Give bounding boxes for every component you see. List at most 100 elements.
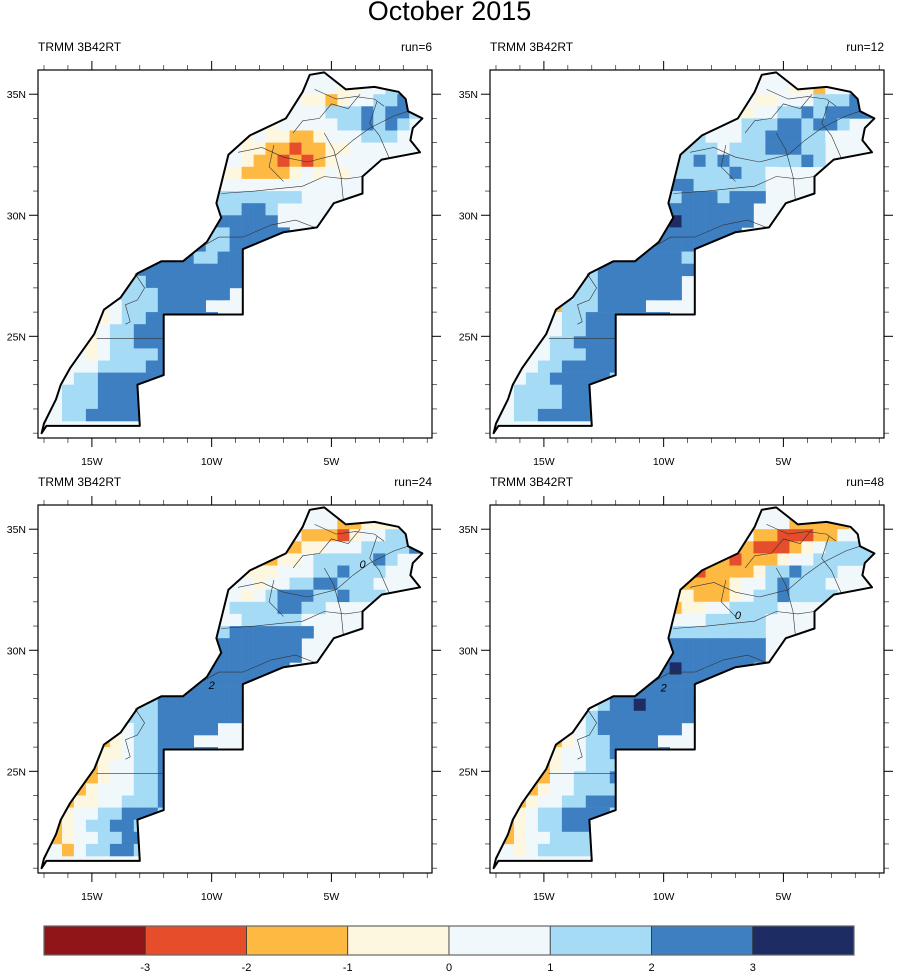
data-cell <box>669 227 682 240</box>
province-border <box>323 132 344 201</box>
data-cell <box>705 589 718 603</box>
data-cell <box>693 178 706 192</box>
data-cell <box>633 722 646 736</box>
data-cell <box>597 287 611 301</box>
data-cell <box>777 529 790 542</box>
data-cell <box>777 589 790 603</box>
data-cell <box>537 735 551 748</box>
data-cell <box>205 686 218 699</box>
data-cell <box>693 215 706 228</box>
data-cell <box>502 372 515 385</box>
data-cell <box>337 94 350 107</box>
data-cell <box>789 154 802 168</box>
data-cell <box>585 384 599 398</box>
data-cell <box>693 166 706 180</box>
data-cell <box>97 360 111 373</box>
data-cell <box>621 360 634 373</box>
data-cell <box>537 396 551 410</box>
data-cell <box>633 227 646 240</box>
data-cell <box>229 698 242 712</box>
data-cell <box>385 142 398 155</box>
data-cell <box>645 191 658 204</box>
data-cell <box>145 722 159 736</box>
map-panel-3: 0 2 15W 10W 5W 35N 30N 25N <box>7 496 441 903</box>
data-cell <box>525 396 539 410</box>
plot-frame <box>489 69 885 439</box>
data-cell <box>813 106 826 119</box>
data-cell <box>85 795 99 808</box>
data-cell <box>861 82 874 95</box>
data-cell <box>349 541 362 554</box>
country-outline <box>492 506 876 870</box>
data-cell <box>801 565 814 578</box>
data-cell <box>241 613 254 627</box>
data-cell <box>157 698 171 712</box>
data-cell <box>265 565 278 578</box>
data-cell <box>229 662 242 675</box>
data-cell <box>193 662 206 675</box>
data-cell <box>669 239 682 252</box>
data-cell <box>265 541 278 554</box>
data-cell <box>325 154 338 168</box>
data-cell <box>621 215 634 228</box>
data-cell <box>681 191 694 204</box>
data-cell <box>73 384 87 398</box>
lat-tick-label: 30N <box>7 210 26 222</box>
data-cell <box>181 263 194 277</box>
data-cell <box>169 384 182 398</box>
data-cell <box>585 819 599 833</box>
data-cell <box>645 735 658 748</box>
data-cell <box>597 300 611 313</box>
data-cell <box>514 396 527 410</box>
data-cell <box>181 360 194 373</box>
data-cell <box>397 130 410 143</box>
data-cell <box>741 178 754 192</box>
data-cell <box>229 154 242 168</box>
data-cell <box>609 239 623 252</box>
data-cell <box>325 166 338 180</box>
data-cell <box>537 783 551 796</box>
data-cell <box>241 626 254 639</box>
data-cell <box>253 227 266 240</box>
data-cell <box>537 384 551 398</box>
data-cell <box>645 287 658 301</box>
data-cell <box>193 348 206 361</box>
data-cell <box>97 795 111 808</box>
data-cell <box>289 650 302 663</box>
data-cell <box>597 360 611 373</box>
data-cell <box>585 674 599 687</box>
data-cell <box>753 638 766 651</box>
data-cell <box>181 191 194 204</box>
data-cell <box>633 626 646 639</box>
data-cell <box>337 166 350 180</box>
data-cell <box>645 638 658 651</box>
colorbar-tick-label: -3 <box>140 962 150 972</box>
data-cell <box>597 650 611 663</box>
data-cell <box>717 589 730 603</box>
data-cell <box>313 601 326 615</box>
data-cell <box>681 263 694 277</box>
data-cell <box>145 384 159 398</box>
data-cell <box>121 312 135 325</box>
data-cell <box>241 166 254 180</box>
data-cell <box>385 118 398 131</box>
data-cell <box>253 698 266 712</box>
data-cell <box>169 735 182 748</box>
data-cell <box>85 312 99 325</box>
data-cell <box>277 565 290 578</box>
data-cell <box>157 215 171 228</box>
data-cell <box>253 142 266 155</box>
data-cell <box>717 626 730 639</box>
data-cell <box>753 191 766 204</box>
data-cell <box>301 154 314 168</box>
data-cell <box>741 191 754 204</box>
province-border <box>720 580 736 617</box>
data-cell <box>597 384 611 398</box>
lon-tick-label: 5W <box>776 891 792 903</box>
data-cell <box>169 336 182 349</box>
data-cell <box>741 650 754 663</box>
data-cell <box>765 589 778 603</box>
data-cell <box>73 324 87 337</box>
data-cell <box>681 686 694 699</box>
data-cell <box>157 735 171 748</box>
